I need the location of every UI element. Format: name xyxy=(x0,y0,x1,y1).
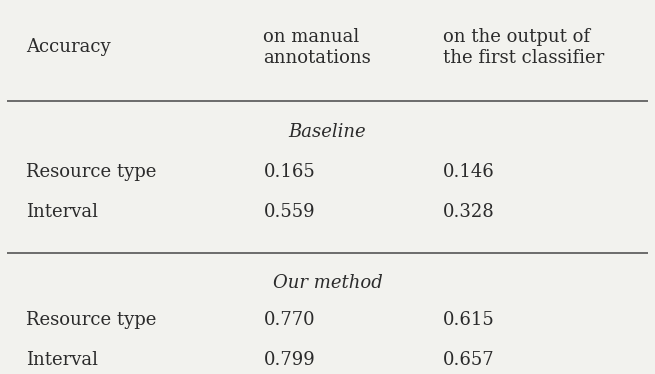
Text: Our method: Our method xyxy=(272,274,383,292)
Text: 0.657: 0.657 xyxy=(443,352,495,370)
Text: Interval: Interval xyxy=(26,352,98,370)
Text: 0.615: 0.615 xyxy=(443,311,495,329)
Text: on the output of
the first classifier: on the output of the first classifier xyxy=(443,28,604,67)
Text: Resource type: Resource type xyxy=(26,311,157,329)
Text: 0.328: 0.328 xyxy=(443,203,495,221)
Text: Interval: Interval xyxy=(26,203,98,221)
Text: 0.146: 0.146 xyxy=(443,163,495,181)
Text: 0.165: 0.165 xyxy=(263,163,315,181)
Text: Accuracy: Accuracy xyxy=(26,39,111,56)
Text: Resource type: Resource type xyxy=(26,163,157,181)
Text: 0.770: 0.770 xyxy=(263,311,315,329)
Text: 0.799: 0.799 xyxy=(263,352,315,370)
Text: 0.559: 0.559 xyxy=(263,203,315,221)
Text: Baseline: Baseline xyxy=(289,123,366,141)
Text: on manual
annotations: on manual annotations xyxy=(263,28,371,67)
